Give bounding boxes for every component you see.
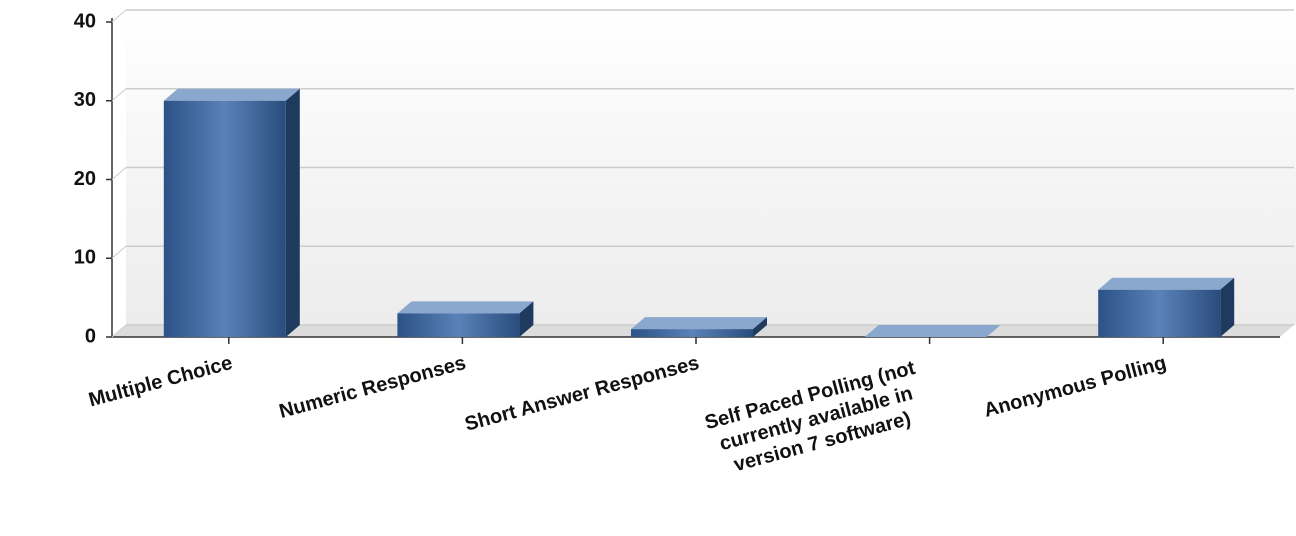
grid-depth [111,167,127,180]
y-tick-label: 10 [74,247,96,269]
bar-top [163,88,300,101]
bar-top [864,325,1001,337]
bar-top [631,317,767,330]
grid-depth [111,245,127,259]
bar [1098,289,1221,337]
y-tick-label: 40 [74,10,96,32]
y-tick-label: 0 [85,325,96,347]
bar [631,329,753,337]
bar-side [753,317,767,337]
bar [397,313,520,337]
bar-top [397,301,534,314]
y-tick-label: 20 [74,168,96,190]
bar-side [285,88,300,337]
bar-side [1220,277,1235,337]
grid-depth [111,324,127,338]
bar-side [519,301,534,337]
bar [163,100,286,337]
y-tick-label: 30 [74,89,96,111]
bar-top [1098,277,1235,290]
grid-depth [111,9,127,23]
grid-depth [111,88,127,102]
